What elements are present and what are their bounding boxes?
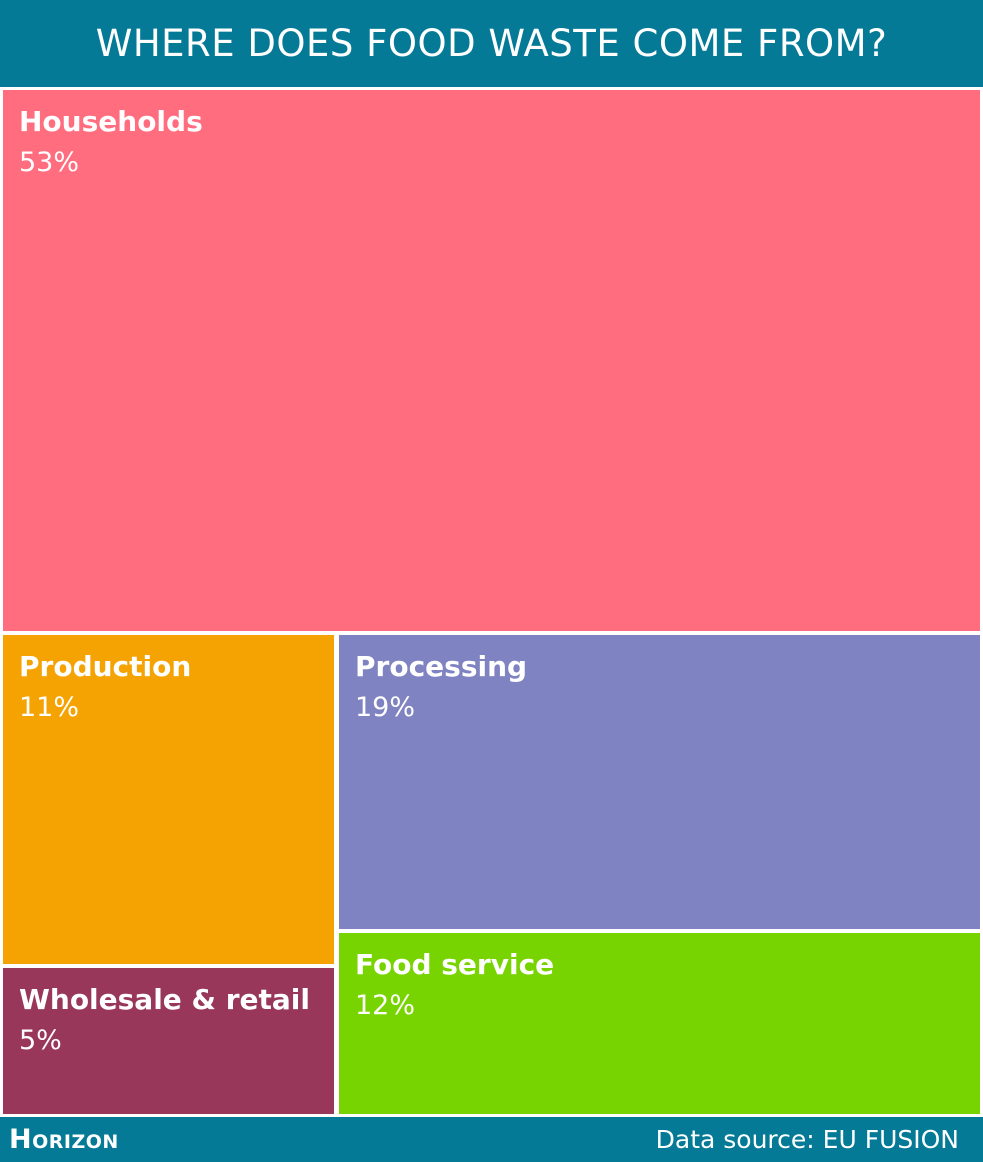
chart-footer: Horizon Data source: EU FUSION: [0, 1117, 983, 1162]
chart-title: WHERE DOES FOOD WASTE COME FROM?: [95, 22, 888, 65]
tile-label: Households: [19, 105, 203, 138]
tile-label: Wholesale & retail: [19, 983, 310, 1016]
chart-header: WHERE DOES FOOD WASTE COME FROM?: [0, 0, 983, 87]
tile-households: Households 53%: [3, 90, 980, 631]
tile-label: Production: [19, 650, 192, 683]
tile-value: 53%: [19, 147, 80, 178]
tile-value: 19%: [355, 692, 416, 723]
tile-processing: Processing 19%: [339, 635, 980, 929]
horizon-logo: Horizon: [9, 1124, 119, 1155]
tile-food-service: Food service 12%: [339, 933, 980, 1114]
tile-wholesale-and-retail: Wholesale & retail 5%: [3, 968, 334, 1114]
tile-label: Processing: [355, 650, 528, 683]
tile-value: 5%: [19, 1025, 62, 1056]
tile-label: Food service: [355, 948, 555, 981]
tile-production: Production 11%: [3, 635, 334, 964]
data-source: Data source: EU FUSION: [655, 1125, 959, 1154]
tile-value: 11%: [19, 692, 80, 723]
tile-value: 12%: [355, 990, 416, 1021]
treemap: Households 53% Production 11% Processing 19% W…: [0, 87, 983, 1117]
